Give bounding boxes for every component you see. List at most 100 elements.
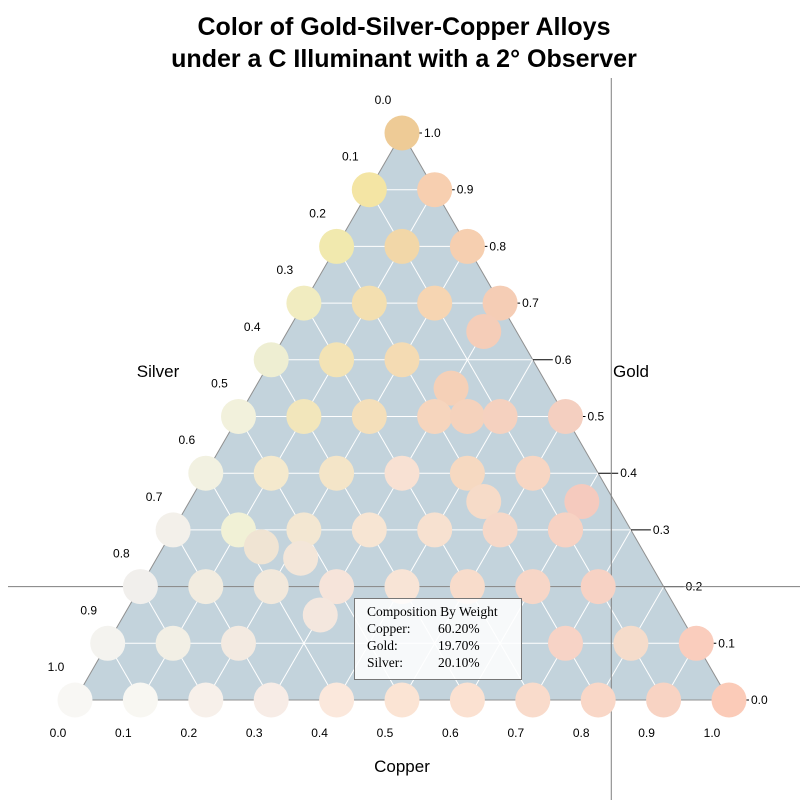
- data-point[interactable]: [548, 399, 583, 434]
- data-point[interactable]: [319, 342, 355, 378]
- tick-label-silver: 0.5: [211, 377, 228, 391]
- data-point[interactable]: [482, 399, 518, 434]
- tick-label-copper: 0.9: [638, 726, 655, 740]
- data-point[interactable]: [319, 455, 355, 491]
- tick-label-gold: 0.1: [718, 636, 735, 650]
- data-point[interactable]: [449, 399, 485, 434]
- data-point[interactable]: [57, 682, 93, 718]
- data-point[interactable]: [613, 625, 649, 661]
- data-point[interactable]: [449, 682, 485, 718]
- data-point[interactable]: [417, 399, 453, 434]
- data-point[interactable]: [188, 569, 224, 605]
- tick-label-silver: 0.3: [277, 263, 294, 277]
- data-point[interactable]: [449, 569, 485, 605]
- data-point[interactable]: [711, 682, 747, 718]
- grid-line-copper-7: [532, 529, 632, 701]
- tick-label-gold: 0.0: [751, 693, 768, 707]
- data-point[interactable]: [449, 455, 485, 491]
- data-point[interactable]: [548, 512, 583, 548]
- data-point[interactable]: [221, 625, 256, 661]
- data-point[interactable]: [580, 682, 616, 718]
- data-point[interactable]: [646, 682, 682, 718]
- data-point[interactable]: [253, 455, 289, 491]
- data-point[interactable]: [155, 512, 191, 548]
- data-point[interactable]: [548, 625, 583, 661]
- tick-label-gold: 0.9: [457, 183, 474, 197]
- data-point[interactable]: [319, 228, 355, 264]
- tooltip-value: 19.70%: [438, 638, 480, 653]
- data-points: [57, 115, 747, 718]
- data-point[interactable]: [384, 115, 420, 151]
- data-point[interactable]: [253, 569, 289, 605]
- data-point[interactable]: [286, 285, 322, 321]
- data-point[interactable]: [515, 455, 551, 491]
- tooltip-value: 20.10%: [438, 655, 480, 670]
- data-point[interactable]: [564, 484, 600, 520]
- data-point[interactable]: [580, 569, 616, 605]
- tick-label-gold: 0.7: [522, 296, 539, 310]
- grid-line-silver-7: [172, 529, 272, 701]
- data-point[interactable]: [482, 512, 518, 548]
- tick-label-silver: 0.9: [80, 603, 97, 617]
- data-point[interactable]: [449, 228, 485, 264]
- data-point[interactable]: [351, 285, 387, 321]
- data-point[interactable]: [384, 455, 420, 491]
- data-point[interactable]: [678, 625, 714, 661]
- data-point[interactable]: [515, 569, 551, 605]
- data-point[interactable]: [122, 682, 158, 718]
- data-point[interactable]: [302, 597, 338, 633]
- tooltip-row-copper: Copper: 60.20%: [367, 620, 521, 637]
- data-point[interactable]: [433, 370, 469, 406]
- tick-label-silver: 0.6: [178, 433, 195, 447]
- data-point[interactable]: [188, 682, 224, 718]
- data-point[interactable]: [482, 285, 518, 321]
- data-point[interactable]: [221, 399, 256, 434]
- tick-label-gold: 0.6: [555, 353, 572, 367]
- tick-label-copper: 0.0: [50, 726, 67, 740]
- data-point[interactable]: [384, 682, 420, 718]
- tick-label-copper: 0.4: [311, 726, 328, 740]
- data-point[interactable]: [384, 569, 420, 605]
- data-point[interactable]: [286, 512, 322, 548]
- data-point[interactable]: [319, 569, 355, 605]
- data-point[interactable]: [188, 455, 224, 491]
- tick-label-gold: 1.0: [424, 126, 441, 140]
- data-point[interactable]: [417, 285, 453, 321]
- data-point[interactable]: [90, 625, 126, 661]
- data-point[interactable]: [155, 625, 191, 661]
- data-point[interactable]: [319, 682, 355, 718]
- data-point[interactable]: [243, 529, 279, 565]
- tick-label-copper: 0.6: [442, 726, 459, 740]
- data-point[interactable]: [286, 399, 322, 434]
- tooltip-key: Copper:: [367, 621, 411, 636]
- chart-title-line-1: Color of Gold-Silver-Copper Alloys: [198, 13, 611, 41]
- composition-tooltip: Composition By Weight Copper: 60.20% Gol…: [354, 598, 522, 680]
- grid-line-silver-1: [368, 189, 665, 701]
- tick-label-gold: 0.3: [653, 523, 670, 537]
- data-point[interactable]: [417, 512, 453, 548]
- tooltip-heading: Composition By Weight: [367, 604, 498, 619]
- tick-label-silver: 0.4: [244, 320, 261, 334]
- tick-label-copper: 0.7: [507, 726, 524, 740]
- tick-label-copper: 0.2: [180, 726, 197, 740]
- data-point[interactable]: [253, 342, 289, 378]
- tick-label-silver: 0.1: [342, 150, 359, 164]
- data-point[interactable]: [515, 682, 551, 718]
- data-point[interactable]: [351, 512, 387, 548]
- chart-title-line-2: under a C Illuminant with a 2° Observer: [171, 45, 637, 73]
- data-point[interactable]: [122, 569, 158, 605]
- data-point[interactable]: [283, 540, 319, 576]
- data-point[interactable]: [466, 313, 502, 349]
- data-point[interactable]: [253, 682, 289, 718]
- tick-label-silver: 1.0: [48, 660, 65, 674]
- data-point[interactable]: [384, 342, 420, 378]
- data-point[interactable]: [351, 399, 387, 434]
- data-point[interactable]: [384, 228, 420, 264]
- tooltip-row-silver: Silver: 20.10%: [367, 654, 521, 671]
- data-point[interactable]: [417, 172, 453, 208]
- tooltip-row-gold: Gold: 19.70%: [367, 637, 521, 654]
- data-point[interactable]: [466, 484, 502, 520]
- tick-label-silver: 0.0: [375, 93, 392, 107]
- data-point[interactable]: [351, 172, 387, 208]
